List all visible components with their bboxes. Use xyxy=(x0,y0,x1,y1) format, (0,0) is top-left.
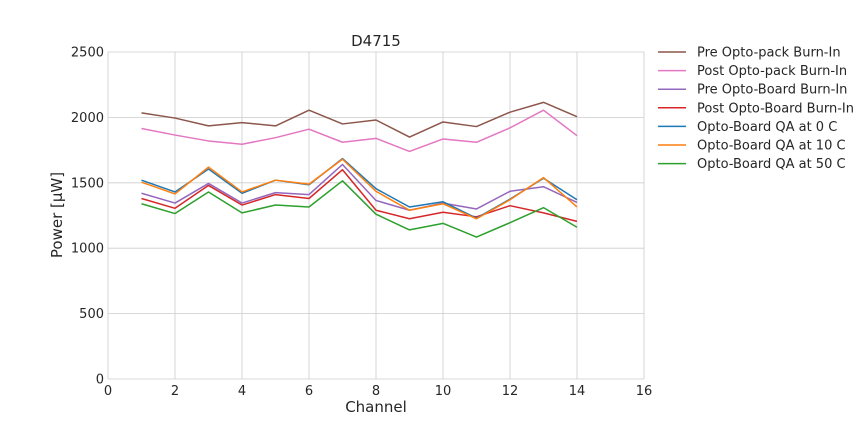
x-tick-label: 8 xyxy=(372,384,380,399)
y-axis-label: Power [µW] xyxy=(48,172,66,258)
y-tick-label: 1000 xyxy=(71,242,104,257)
series-line-4 xyxy=(141,168,578,223)
x-tick-label: 0 xyxy=(104,384,112,399)
y-tick-label: 2500 xyxy=(71,46,104,61)
legend-label-7: Opto-Board QA at 50 C xyxy=(697,157,846,172)
legend-label-3: Pre Opto-Board Burn-In xyxy=(697,83,847,98)
x-tick-label: 16 xyxy=(636,384,653,399)
legend-label-6: Opto-Board QA at 10 C xyxy=(697,139,846,154)
x-tick-label: 6 xyxy=(305,384,313,399)
y-tick-label: 500 xyxy=(79,307,104,322)
series-line-7 xyxy=(141,180,578,238)
x-tick-label: 2 xyxy=(171,384,179,399)
series-line-1 xyxy=(141,101,578,138)
x-tick-label: 4 xyxy=(238,384,246,399)
x-axis-label: Channel xyxy=(345,398,407,416)
chart-title: D4715 xyxy=(351,32,401,50)
series-line-6 xyxy=(141,158,578,220)
grid xyxy=(107,51,645,380)
x-tick-labels: 0 2 4 6 8 10 12 14 16 xyxy=(104,384,652,399)
y-tick-labels: 0 500 1000 1500 2000 2500 xyxy=(71,46,104,388)
series-line-2 xyxy=(141,109,578,153)
legend-label-5: Opto-Board QA at 0 C xyxy=(697,120,837,135)
legend: Pre Opto-pack Burn-In Post Opto-pack Burn… xyxy=(658,46,854,172)
legend-label-4: Post Opto-Board Burn-In xyxy=(697,101,854,116)
legend-label-1: Pre Opto-pack Burn-In xyxy=(697,46,841,61)
y-tick-label: 0 xyxy=(96,373,104,388)
series-line-3 xyxy=(141,163,578,212)
x-tick-label: 12 xyxy=(502,384,519,399)
x-tick-label: 10 xyxy=(435,384,452,399)
series-group xyxy=(141,101,578,238)
legend-label-2: Post Opto-pack Burn-In xyxy=(697,64,847,79)
x-tick-label: 14 xyxy=(569,384,586,399)
y-tick-label: 1500 xyxy=(71,176,104,191)
y-tick-label: 2000 xyxy=(71,111,104,126)
